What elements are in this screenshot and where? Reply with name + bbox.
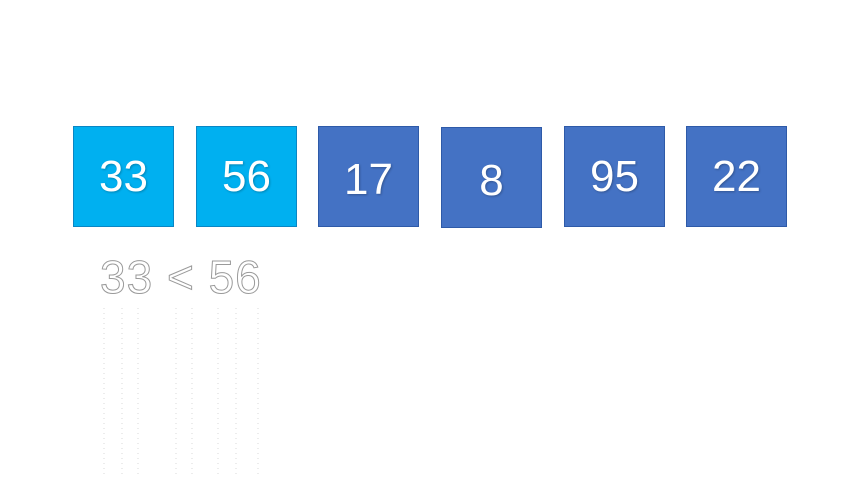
array-value-0: 33 — [99, 151, 148, 201]
array-value-5: 22 — [712, 151, 761, 201]
array-box-0: 33 — [73, 126, 174, 227]
comparison-text: 33 < 56 — [100, 251, 262, 303]
array-value-2: 17 — [344, 154, 393, 204]
array-value-1: 56 — [222, 151, 271, 201]
array-box-4: 95 — [564, 126, 665, 227]
array-box-2: 17 — [318, 126, 419, 227]
array-box-1: 56 — [196, 126, 297, 227]
array-box-5: 22 — [686, 126, 787, 227]
array-value-4: 95 — [590, 151, 639, 201]
array-value-3: 8 — [479, 155, 504, 205]
comparison-text-trail — [103, 308, 259, 478]
array-box-3: 8 — [441, 127, 542, 228]
